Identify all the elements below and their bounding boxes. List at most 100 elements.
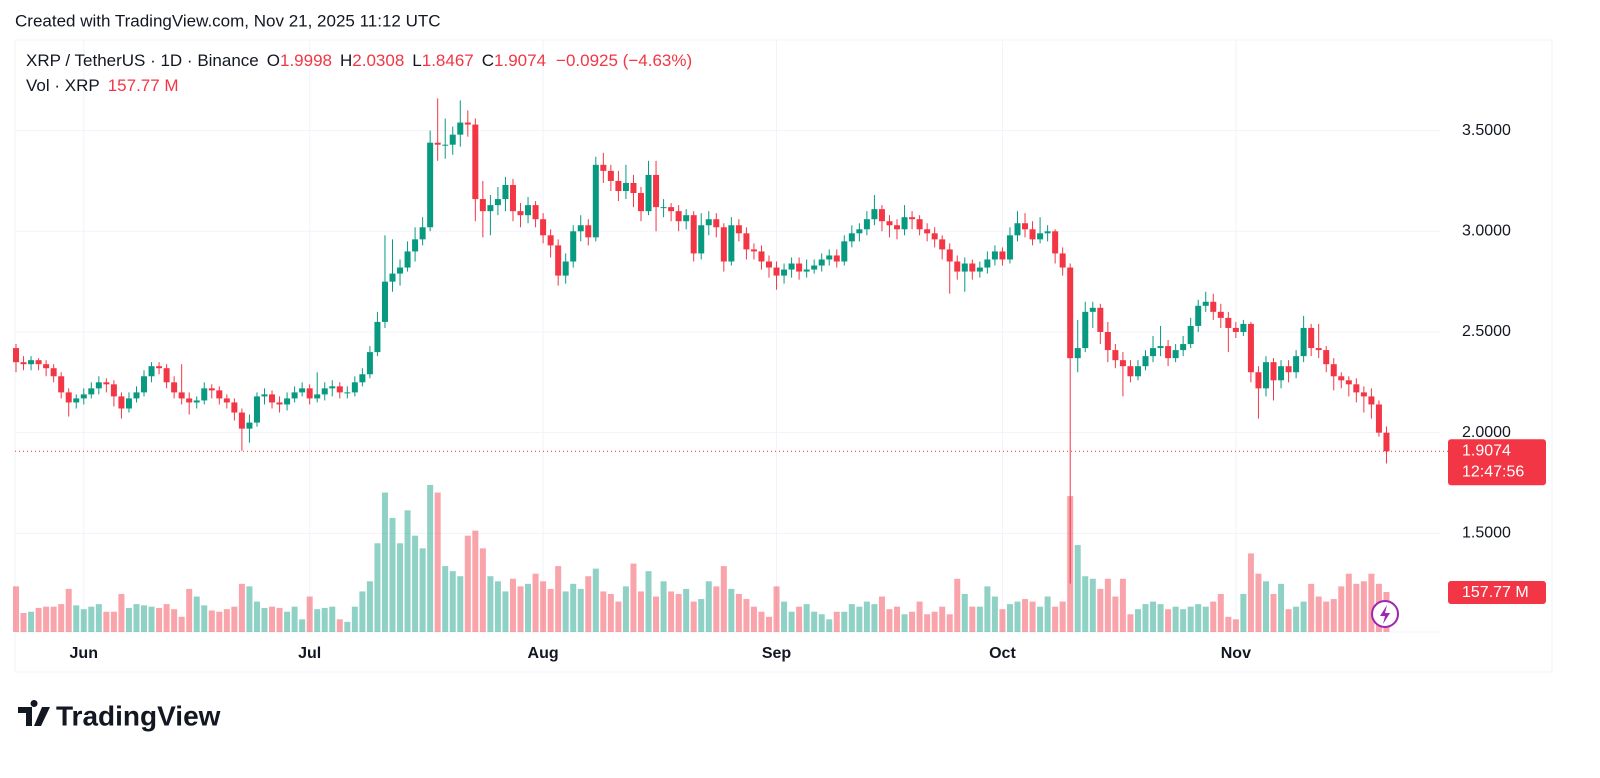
candle-body <box>1044 231 1051 234</box>
volume-bar <box>1014 601 1021 632</box>
volume-bar <box>291 606 298 632</box>
candle-body <box>1368 396 1375 405</box>
candle-body <box>374 321 381 353</box>
volume-bar <box>284 611 291 632</box>
volume-bar <box>1360 581 1367 632</box>
candle-body <box>1150 348 1157 357</box>
logo-text: TradingView <box>56 700 221 731</box>
candle-body <box>1165 346 1172 359</box>
close-label: C <box>482 51 494 70</box>
candle-body <box>58 376 65 393</box>
volume-bar <box>1165 609 1172 632</box>
volume-bar <box>125 607 132 632</box>
candle-body <box>1293 356 1300 373</box>
low-value: 1.8467 <box>422 51 474 70</box>
volume-bar <box>592 568 599 632</box>
volume-bar <box>931 611 938 632</box>
x-tick-label: Aug <box>528 645 559 662</box>
candle-body <box>366 352 373 375</box>
candle-body <box>939 239 946 250</box>
flash-bolt[interactable] <box>1380 605 1390 624</box>
symbol: XRP / TetherUS · 1D · Binance <box>26 51 259 70</box>
volume-bar <box>35 607 42 632</box>
candle-body <box>909 217 916 220</box>
candle-body <box>622 182 629 192</box>
volume-bar <box>457 576 464 632</box>
volume-bar <box>201 605 208 632</box>
volume-bar <box>1082 576 1089 632</box>
high-label: H <box>340 51 352 70</box>
candle-body <box>88 388 95 395</box>
volume-bar <box>909 611 916 632</box>
volume-bar <box>562 591 569 632</box>
candle-body <box>1112 350 1119 361</box>
candle-body <box>1195 305 1202 326</box>
candle-body <box>841 241 848 262</box>
volume-bar <box>1112 596 1119 632</box>
volume-bar <box>58 604 65 632</box>
created-note: Created with TradingView.com, Nov 21, 20… <box>15 11 441 30</box>
volume-bar <box>1134 609 1141 632</box>
candle-body <box>253 396 260 423</box>
candle-body <box>95 382 102 389</box>
candle-body <box>924 229 931 234</box>
volume-bar <box>901 614 908 632</box>
candle-body <box>50 368 57 377</box>
volume-bar <box>525 583 532 632</box>
candle-body <box>1375 404 1382 433</box>
x-tick-label: Sep <box>762 645 792 662</box>
volume-bar <box>796 606 803 632</box>
candle-body <box>246 422 253 429</box>
volume-bar <box>28 611 35 632</box>
candle-body <box>118 396 125 409</box>
volume-tag-value: 157.77 M <box>1462 584 1529 601</box>
candle-body <box>1142 356 1149 367</box>
volume-title: Vol · XRP <box>26 76 100 95</box>
volume-bar <box>683 588 690 632</box>
candle-body <box>28 360 35 365</box>
candle-body <box>976 267 983 272</box>
volume-bar <box>389 517 396 632</box>
volume-bar <box>991 596 998 632</box>
candle-body <box>442 144 449 146</box>
volume-bar <box>1255 573 1262 632</box>
volume-bar <box>1142 604 1149 632</box>
volume-bar <box>208 610 215 632</box>
candle-body <box>803 269 810 272</box>
volume-bar <box>479 548 486 632</box>
candle-body <box>758 251 765 262</box>
candle-body <box>1052 231 1059 254</box>
volume-bar <box>841 611 848 632</box>
candle-body <box>1270 362 1277 381</box>
candle-body <box>457 122 464 135</box>
candle-body <box>73 398 80 403</box>
volume-bar <box>1172 606 1179 632</box>
candle-body <box>321 388 328 395</box>
volume-bar <box>1232 619 1239 632</box>
candle-body <box>570 231 577 262</box>
candle-body <box>133 392 140 399</box>
candle-body <box>1134 366 1141 377</box>
volume-bar <box>186 588 193 632</box>
volume-bar <box>773 586 780 632</box>
y-tick-label: 2.0000 <box>1462 424 1511 441</box>
candle-body <box>863 219 870 230</box>
volume-bar <box>1187 606 1194 632</box>
candle-body <box>1074 348 1081 359</box>
candle-body <box>1202 301 1209 306</box>
volume-bar <box>600 591 607 632</box>
candle-body <box>653 174 660 208</box>
volume-bar <box>216 611 223 632</box>
volume-bar <box>878 596 885 632</box>
volume-bar <box>1052 606 1059 632</box>
candle-body <box>878 209 885 222</box>
volume-bar <box>148 606 155 632</box>
flash-icon[interactable] <box>1371 600 1399 628</box>
candle-body <box>1360 392 1367 397</box>
volume-bar <box>1285 609 1292 632</box>
volume-bar <box>766 616 772 632</box>
volume-bar <box>856 606 863 632</box>
volume-bar <box>381 492 388 632</box>
volume-bar <box>630 563 637 632</box>
